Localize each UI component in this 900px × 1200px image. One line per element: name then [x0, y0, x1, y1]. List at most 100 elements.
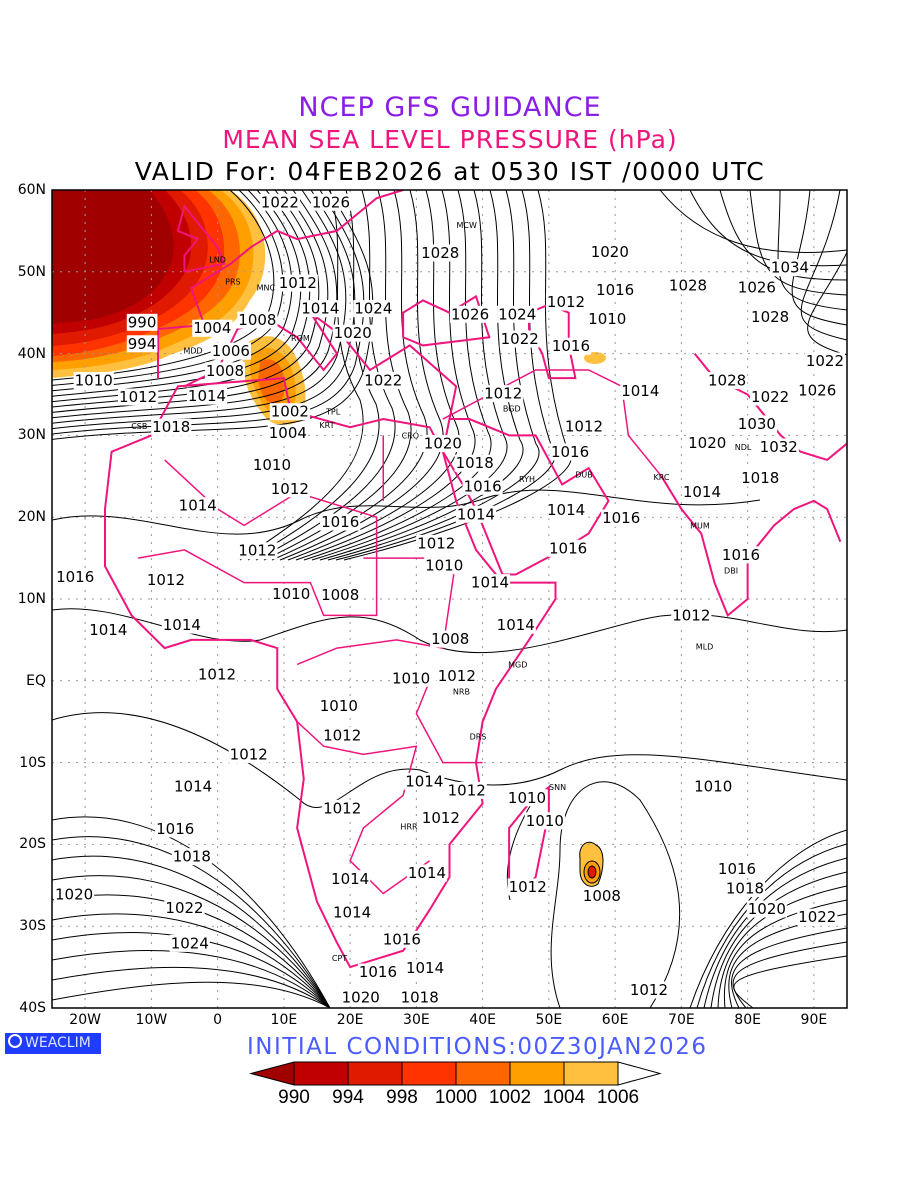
isobar-label-bg [161, 616, 202, 634]
isobar-label: 1024 [354, 300, 392, 318]
isobar [800, 190, 847, 341]
isobar-label-bg [589, 243, 630, 261]
station-code: NDL [735, 443, 752, 452]
isobar-label-bg [416, 534, 457, 552]
station-code: HRR [400, 822, 418, 831]
isobar-label: 1016 [722, 546, 760, 564]
isobar-label-bg [228, 745, 269, 763]
isobar-label: 1010 [694, 777, 732, 795]
isobar-label: 1034 [771, 259, 809, 277]
isobar [52, 836, 331, 1008]
isobar-label: 1014 [497, 616, 535, 634]
isobar [52, 981, 331, 1008]
title-guidance: NCEP GFS GUIDANCE [298, 92, 602, 123]
colorbar-label: 1002 [488, 1087, 532, 1108]
isobar [52, 712, 847, 808]
isobar-label-bg [804, 352, 845, 370]
lon-label: 70E [668, 1012, 695, 1028]
isobar-label: 1028 [708, 372, 746, 390]
isobar-label: 1010 [508, 789, 546, 807]
isobar-label-bg [681, 483, 723, 501]
station-code: CPT [332, 954, 347, 963]
isobar-label-bg [318, 697, 359, 715]
isobar-label: 1020 [688, 434, 726, 452]
lon-label: 30E [403, 1012, 430, 1028]
isobar-label: 1018 [401, 989, 439, 1007]
coastline-uk [176, 204, 226, 273]
isobar-label: 1016 [464, 477, 502, 495]
isobar-label-bg [173, 777, 214, 795]
isobar-label-bg [430, 630, 471, 648]
isobar-label: 1022 [501, 330, 539, 348]
title-mslp: MEAN SEA LEVEL PRESSURE (hPa) [222, 125, 678, 154]
isobar [52, 875, 331, 1008]
isobar-label: 1014 [405, 772, 443, 790]
isobar-label-bg [353, 300, 394, 318]
isobar-label: 1012 [448, 781, 486, 799]
lat-label: 40S [19, 1000, 46, 1016]
isobar-label-bg [320, 513, 361, 531]
isobar-label: 1008 [583, 887, 621, 905]
isobar-label-bg [736, 278, 777, 296]
isobar-label: 1022 [798, 908, 836, 926]
lon-label: 90E [800, 1012, 828, 1028]
isobar-label-bg [495, 616, 536, 634]
station-code: MNC [257, 283, 276, 292]
isobar-label-bg [420, 809, 461, 827]
isobar-label: 1016 [718, 860, 756, 878]
isobar-label-bg [126, 313, 158, 331]
isobar-label-bg [454, 454, 495, 472]
isobar [52, 190, 329, 413]
isobar-label: 1012 [230, 745, 268, 763]
isobar-label-bg [151, 418, 192, 436]
isobar-label: 1020 [55, 885, 93, 903]
isobar-label: 1012 [119, 388, 157, 406]
colorbar-segment [509, 1061, 565, 1086]
country-border [442, 369, 663, 477]
station-code: CRO [402, 431, 419, 440]
isobar-label-bg [330, 870, 371, 888]
station-code: TPL [325, 408, 341, 417]
isobar-label: 1012 [438, 667, 476, 685]
low-pressure-shading [52, 190, 606, 887]
isobar [52, 190, 293, 392]
isobar-label-bg [693, 777, 734, 795]
isobar-label-bg [145, 571, 187, 589]
isobar-label-bg [277, 274, 318, 292]
isobar-label-bg [340, 989, 381, 1006]
isobar-label: 1026 [451, 305, 489, 323]
isobar-label: 1014 [457, 505, 495, 523]
isobar-label-bg [399, 989, 440, 1006]
colorbar-label: 998 [386, 1087, 418, 1108]
colorbar-label: 994 [332, 1087, 364, 1108]
isobar-label: 1012 [198, 665, 236, 683]
isobar-label-bg [237, 542, 278, 560]
isobar-label-bg [797, 381, 838, 399]
isobar [247, 190, 380, 561]
isobar-label: 1010 [526, 812, 564, 830]
station-code: MCW [457, 221, 477, 230]
isobar [239, 190, 364, 561]
colorbar-label: 990 [278, 1087, 310, 1108]
isobar-label: 1010 [425, 557, 463, 575]
isobar [52, 913, 331, 1008]
isobar-label: 1012 [565, 417, 603, 435]
colorbar-label: 1000 [434, 1087, 478, 1108]
isobar-label-bg [483, 385, 524, 403]
lon-label: 40E [469, 1012, 496, 1028]
isobar [550, 781, 681, 1008]
lon-label: 10E [270, 1012, 298, 1028]
isobar-label-bg [720, 546, 762, 564]
coastline-blacksea [402, 294, 491, 347]
isobar-label: 1028 [751, 308, 789, 326]
isobar-label: 1016 [551, 443, 589, 461]
station-code: MLD [696, 642, 714, 651]
isobar-label: 1014 [188, 387, 226, 405]
isobar-label-bg [320, 586, 361, 604]
isobar-label-bg [204, 362, 246, 380]
station-code: MGD [508, 660, 527, 669]
isobar-label: 1020 [342, 989, 380, 1007]
lat-label: 10N [17, 591, 46, 607]
colorbar-segment [293, 1061, 349, 1086]
isobar-label: 1012 [417, 534, 455, 552]
